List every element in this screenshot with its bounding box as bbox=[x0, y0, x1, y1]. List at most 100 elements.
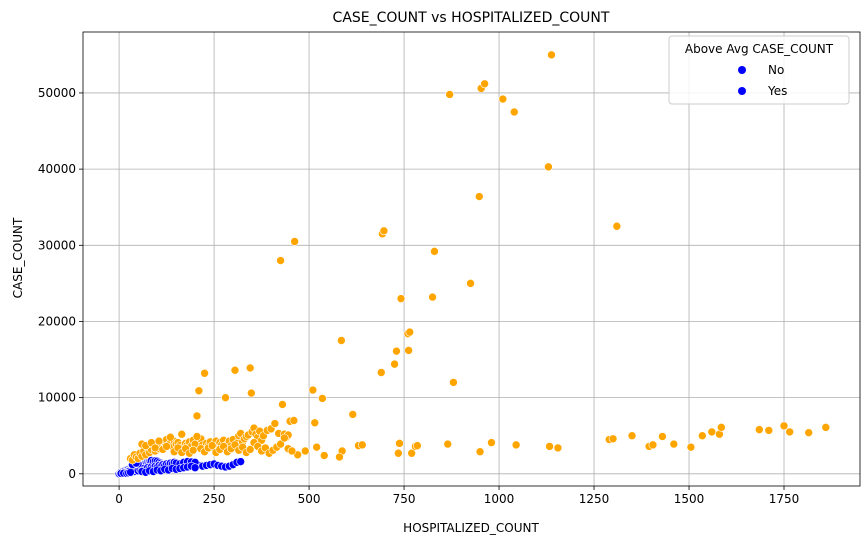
x-tick-label: 750 bbox=[393, 492, 416, 506]
grid-lines bbox=[83, 32, 860, 486]
x-tick-label: 1250 bbox=[579, 492, 610, 506]
data-point bbox=[553, 443, 563, 453]
data-point bbox=[166, 432, 175, 442]
data-point bbox=[312, 442, 321, 452]
y-tick-label: 20000 bbox=[38, 314, 76, 328]
x-tick-label: 500 bbox=[298, 492, 321, 506]
data-point bbox=[390, 359, 399, 369]
data-point bbox=[162, 442, 171, 451]
data-point bbox=[207, 441, 217, 450]
data-point bbox=[289, 416, 299, 425]
data-point bbox=[177, 429, 187, 439]
data-point bbox=[608, 434, 618, 444]
data-point bbox=[707, 427, 717, 437]
data-point bbox=[394, 448, 403, 458]
x-tick-label: 1500 bbox=[674, 492, 705, 506]
data-point bbox=[413, 441, 422, 450]
data-point bbox=[245, 363, 255, 373]
y-tick-label: 40000 bbox=[38, 162, 76, 176]
data-point bbox=[310, 418, 320, 428]
data-point bbox=[804, 428, 814, 437]
data-point bbox=[658, 432, 667, 441]
data-point bbox=[545, 442, 554, 451]
data-point bbox=[428, 292, 437, 302]
data-point bbox=[627, 431, 637, 441]
legend-marker-yes bbox=[738, 87, 746, 95]
data-point bbox=[474, 192, 484, 201]
data-point bbox=[236, 457, 245, 466]
data-point bbox=[337, 336, 346, 345]
data-point bbox=[194, 386, 204, 396]
data-point bbox=[407, 448, 416, 458]
data-point bbox=[612, 221, 622, 231]
data-point bbox=[480, 79, 489, 89]
data-point bbox=[544, 162, 553, 172]
data-point bbox=[335, 452, 344, 462]
data-point bbox=[430, 247, 439, 256]
data-point bbox=[392, 346, 401, 356]
data-point bbox=[686, 442, 696, 452]
data-point bbox=[300, 446, 310, 456]
plot-frame bbox=[82, 31, 861, 487]
x-tick-label: 0 bbox=[115, 492, 123, 506]
legend-marker-no bbox=[738, 66, 746, 74]
data-point bbox=[221, 393, 230, 402]
chart-title: CASE_COUNT vs HOSPITALIZED_COUNT bbox=[333, 10, 610, 26]
data-point bbox=[395, 439, 404, 448]
legend-label-no: No bbox=[768, 63, 784, 77]
data-point bbox=[717, 423, 726, 432]
data-point bbox=[276, 256, 285, 265]
legend-title: Above Avg CASE_COUNT bbox=[685, 42, 834, 56]
axis-ticks: 0 250 500 750 1000 1250 1500 1750 0 10000 20000 300… bbox=[38, 86, 799, 506]
data-point bbox=[669, 439, 679, 449]
x-tick-label: 1750 bbox=[769, 492, 800, 506]
data-point bbox=[404, 346, 413, 355]
data-point bbox=[357, 440, 367, 450]
data-point bbox=[200, 368, 209, 378]
data-point bbox=[270, 419, 280, 428]
data-point bbox=[319, 451, 329, 460]
data-point bbox=[318, 394, 327, 403]
data-point bbox=[475, 447, 485, 457]
data-point bbox=[154, 436, 164, 446]
data-point bbox=[785, 427, 795, 437]
x-axis-title: HOSPITALIZED_COUNT bbox=[403, 521, 539, 535]
data-point bbox=[779, 421, 789, 431]
data-point bbox=[405, 327, 415, 337]
data-point bbox=[247, 388, 256, 398]
y-axis-title: CASE_COUNT bbox=[11, 217, 25, 298]
data-point bbox=[509, 107, 519, 117]
y-tick-label: 0 bbox=[68, 467, 76, 481]
data-point bbox=[348, 410, 358, 419]
y-tick-label: 50000 bbox=[38, 86, 76, 100]
x-tick-label: 250 bbox=[203, 492, 226, 506]
data-point bbox=[498, 94, 508, 104]
data-point bbox=[230, 365, 240, 375]
data-point bbox=[190, 463, 200, 473]
legend-box bbox=[668, 35, 850, 105]
data-point bbox=[287, 446, 297, 456]
data-point bbox=[126, 467, 135, 477]
x-tick-label: 1000 bbox=[484, 492, 515, 506]
data-point bbox=[192, 411, 202, 421]
data-point bbox=[192, 432, 202, 441]
data-point bbox=[276, 439, 285, 449]
legend-label-yes: Yes bbox=[767, 84, 787, 98]
data-point bbox=[188, 445, 198, 455]
data-point bbox=[308, 385, 318, 395]
data-point bbox=[698, 431, 707, 441]
data-point bbox=[443, 439, 453, 449]
data-point bbox=[821, 423, 831, 432]
y-tick-label: 30000 bbox=[38, 238, 76, 252]
data-point bbox=[280, 433, 289, 443]
data-point bbox=[449, 378, 458, 387]
data-point bbox=[396, 294, 406, 303]
data-point bbox=[445, 90, 454, 99]
data-point bbox=[466, 279, 475, 288]
data-point bbox=[547, 50, 556, 60]
data-point bbox=[487, 438, 496, 447]
legend: Above Avg CASE_COUNT No Yes bbox=[668, 35, 850, 105]
data-point bbox=[379, 226, 389, 236]
